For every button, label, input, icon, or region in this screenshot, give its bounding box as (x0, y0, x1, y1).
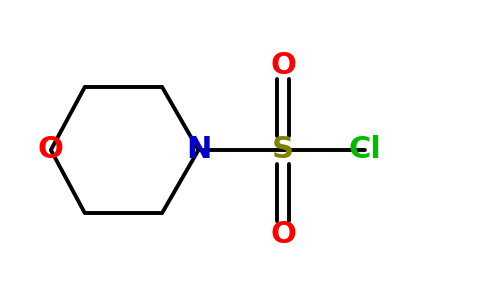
Text: Cl: Cl (349, 136, 382, 164)
Text: O: O (38, 136, 64, 164)
Text: O: O (270, 220, 296, 249)
Text: O: O (270, 51, 296, 80)
Text: N: N (186, 136, 211, 164)
Text: S: S (272, 136, 294, 164)
